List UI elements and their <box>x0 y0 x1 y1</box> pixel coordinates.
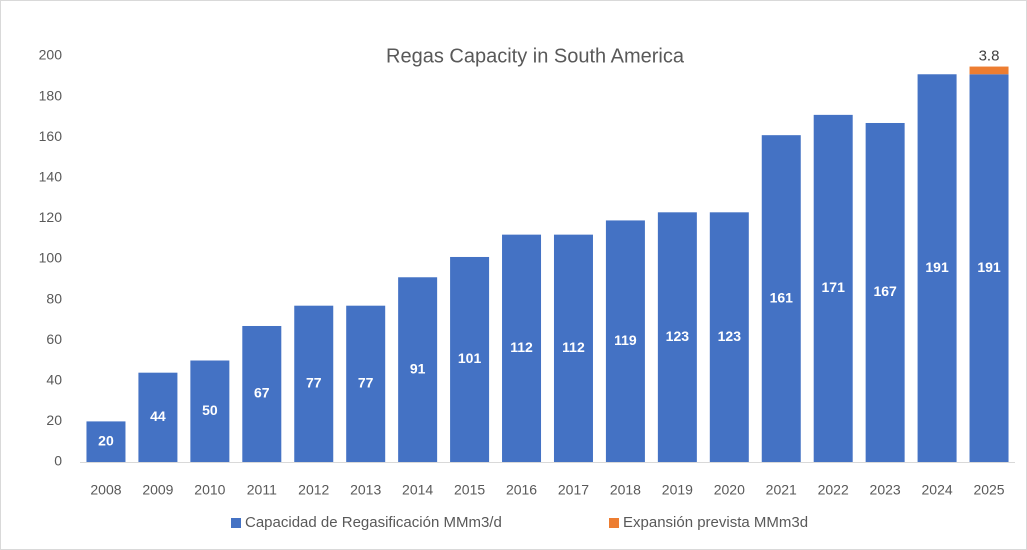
bar <box>969 74 1009 463</box>
y-tick-label: 160 <box>39 128 63 144</box>
data-label: 77 <box>306 375 322 391</box>
y-tick-label: 80 <box>46 290 62 306</box>
bar <box>346 305 386 462</box>
data-label: 112 <box>562 339 585 355</box>
bar <box>865 122 905 463</box>
x-tick-label: 2013 <box>350 482 381 498</box>
data-label: 77 <box>358 375 374 391</box>
data-label: 123 <box>718 328 742 344</box>
y-tick-label: 100 <box>39 250 63 266</box>
data-label: 167 <box>873 283 897 299</box>
bar <box>813 114 853 463</box>
data-label: 112 <box>510 339 533 355</box>
bar <box>709 212 749 462</box>
data-label: 171 <box>822 279 846 295</box>
data-label: 3.8 <box>979 48 1000 65</box>
data-label: 91 <box>410 360 426 376</box>
data-label: 191 <box>977 259 1001 275</box>
legend-swatch <box>609 518 619 528</box>
x-tick-label: 2011 <box>247 482 277 498</box>
data-label: 20 <box>98 432 114 448</box>
y-tick-label: 120 <box>39 209 63 225</box>
data-label: 101 <box>458 350 482 366</box>
x-tick-label: 2018 <box>610 482 641 498</box>
bar <box>502 234 542 462</box>
data-label: 123 <box>666 328 690 344</box>
bar <box>761 135 801 463</box>
legend-label: Capacidad de Regasificación MMm3/d <box>245 514 502 531</box>
x-tick-label: 2010 <box>194 482 225 498</box>
bar <box>553 234 593 462</box>
bar <box>605 220 645 462</box>
data-label: 44 <box>150 408 166 424</box>
x-tick-label: 2024 <box>922 482 953 498</box>
x-tick-label: 2009 <box>142 482 173 498</box>
y-tick-label: 200 <box>39 47 63 63</box>
x-tick-label: 2025 <box>973 482 1004 498</box>
x-tick-label: 2023 <box>870 482 901 498</box>
bar <box>190 360 230 462</box>
x-tick-label: 2012 <box>298 482 329 498</box>
x-tick-label: 2014 <box>402 482 433 498</box>
y-tick-label: 60 <box>46 331 62 347</box>
data-label: 119 <box>614 332 637 348</box>
y-tick-label: 40 <box>46 372 62 388</box>
bar <box>86 421 126 462</box>
x-tick-label: 2008 <box>90 482 121 498</box>
y-tick-label: 0 <box>54 453 62 469</box>
bar <box>242 325 282 462</box>
chart-title: Regas Capacity in South America <box>386 45 685 67</box>
bar <box>450 256 490 462</box>
legend-label: Expansión prevista MMm3d <box>623 514 808 531</box>
bar <box>138 372 178 462</box>
y-tick-label: 180 <box>39 87 63 103</box>
x-tick-label: 2019 <box>662 482 693 498</box>
y-tick-label: 140 <box>39 169 63 185</box>
x-tick-label: 2020 <box>714 482 745 498</box>
bar <box>294 305 334 462</box>
data-label: 161 <box>770 289 794 305</box>
x-tick-label: 2017 <box>558 482 589 498</box>
x-tick-label: 2021 <box>766 482 797 498</box>
bar <box>398 277 438 462</box>
legend-swatch <box>231 518 241 528</box>
x-tick-label: 2022 <box>818 482 849 498</box>
x-tick-label: 2015 <box>454 482 485 498</box>
x-tick-label: 2016 <box>506 482 537 498</box>
bar <box>969 66 1009 75</box>
data-label: 67 <box>254 385 270 401</box>
data-label: 50 <box>202 402 218 418</box>
bar <box>657 212 697 462</box>
y-tick-label: 20 <box>46 412 62 428</box>
bar <box>917 74 957 463</box>
data-label: 191 <box>925 259 949 275</box>
